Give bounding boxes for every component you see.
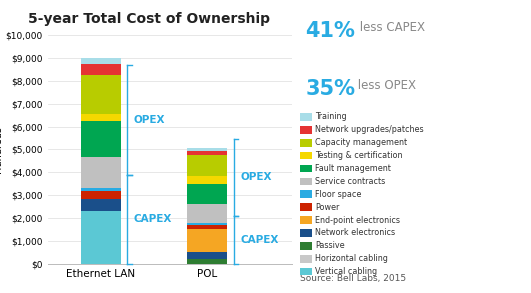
Text: 41%: 41% xyxy=(305,21,355,40)
Bar xyxy=(81,199,121,211)
Text: Horizontal cabling: Horizontal cabling xyxy=(315,254,388,263)
Text: Network electronics: Network electronics xyxy=(315,229,395,237)
Text: Service contracts: Service contracts xyxy=(315,177,385,186)
Text: less OPEX: less OPEX xyxy=(354,79,416,92)
Text: 35%: 35% xyxy=(305,79,355,99)
Text: Passive: Passive xyxy=(315,241,345,250)
Text: 5-year Total Cost of Ownership: 5-year Total Cost of Ownership xyxy=(28,12,270,26)
Bar xyxy=(81,121,121,157)
Text: Power: Power xyxy=(315,203,339,212)
Bar xyxy=(187,229,227,252)
Bar xyxy=(187,204,227,223)
Text: Floor space: Floor space xyxy=(315,190,361,199)
Text: Training: Training xyxy=(315,113,347,121)
Text: Source: Bell Labs, 2015: Source: Bell Labs, 2015 xyxy=(300,274,406,283)
Bar xyxy=(81,58,121,64)
Bar xyxy=(187,184,227,204)
Bar xyxy=(187,223,227,225)
Text: Capacity management: Capacity management xyxy=(315,138,407,147)
Text: End-point electronics: End-point electronics xyxy=(315,216,400,224)
Bar xyxy=(187,252,227,259)
Bar xyxy=(187,148,227,151)
Y-axis label: Hundreds: Hundreds xyxy=(0,126,3,173)
Bar xyxy=(187,155,227,176)
Text: OPEX: OPEX xyxy=(134,115,165,125)
Bar xyxy=(187,225,227,229)
Text: less CAPEX: less CAPEX xyxy=(356,21,425,33)
Text: Network upgrades/patches: Network upgrades/patches xyxy=(315,125,424,134)
Text: CAPEX: CAPEX xyxy=(240,235,278,245)
Bar xyxy=(187,259,227,264)
Bar xyxy=(187,151,227,155)
Bar xyxy=(187,176,227,184)
Bar xyxy=(81,157,121,188)
Bar xyxy=(81,114,121,121)
Text: OPEX: OPEX xyxy=(240,172,271,183)
Text: CAPEX: CAPEX xyxy=(134,214,172,224)
Text: Testing & certification: Testing & certification xyxy=(315,151,402,160)
Text: Fault management: Fault management xyxy=(315,164,391,173)
Bar xyxy=(81,188,121,190)
Bar xyxy=(81,75,121,114)
Text: Vertical cabling: Vertical cabling xyxy=(315,267,377,276)
Bar xyxy=(81,211,121,264)
Bar xyxy=(81,64,121,75)
Bar xyxy=(81,190,121,199)
